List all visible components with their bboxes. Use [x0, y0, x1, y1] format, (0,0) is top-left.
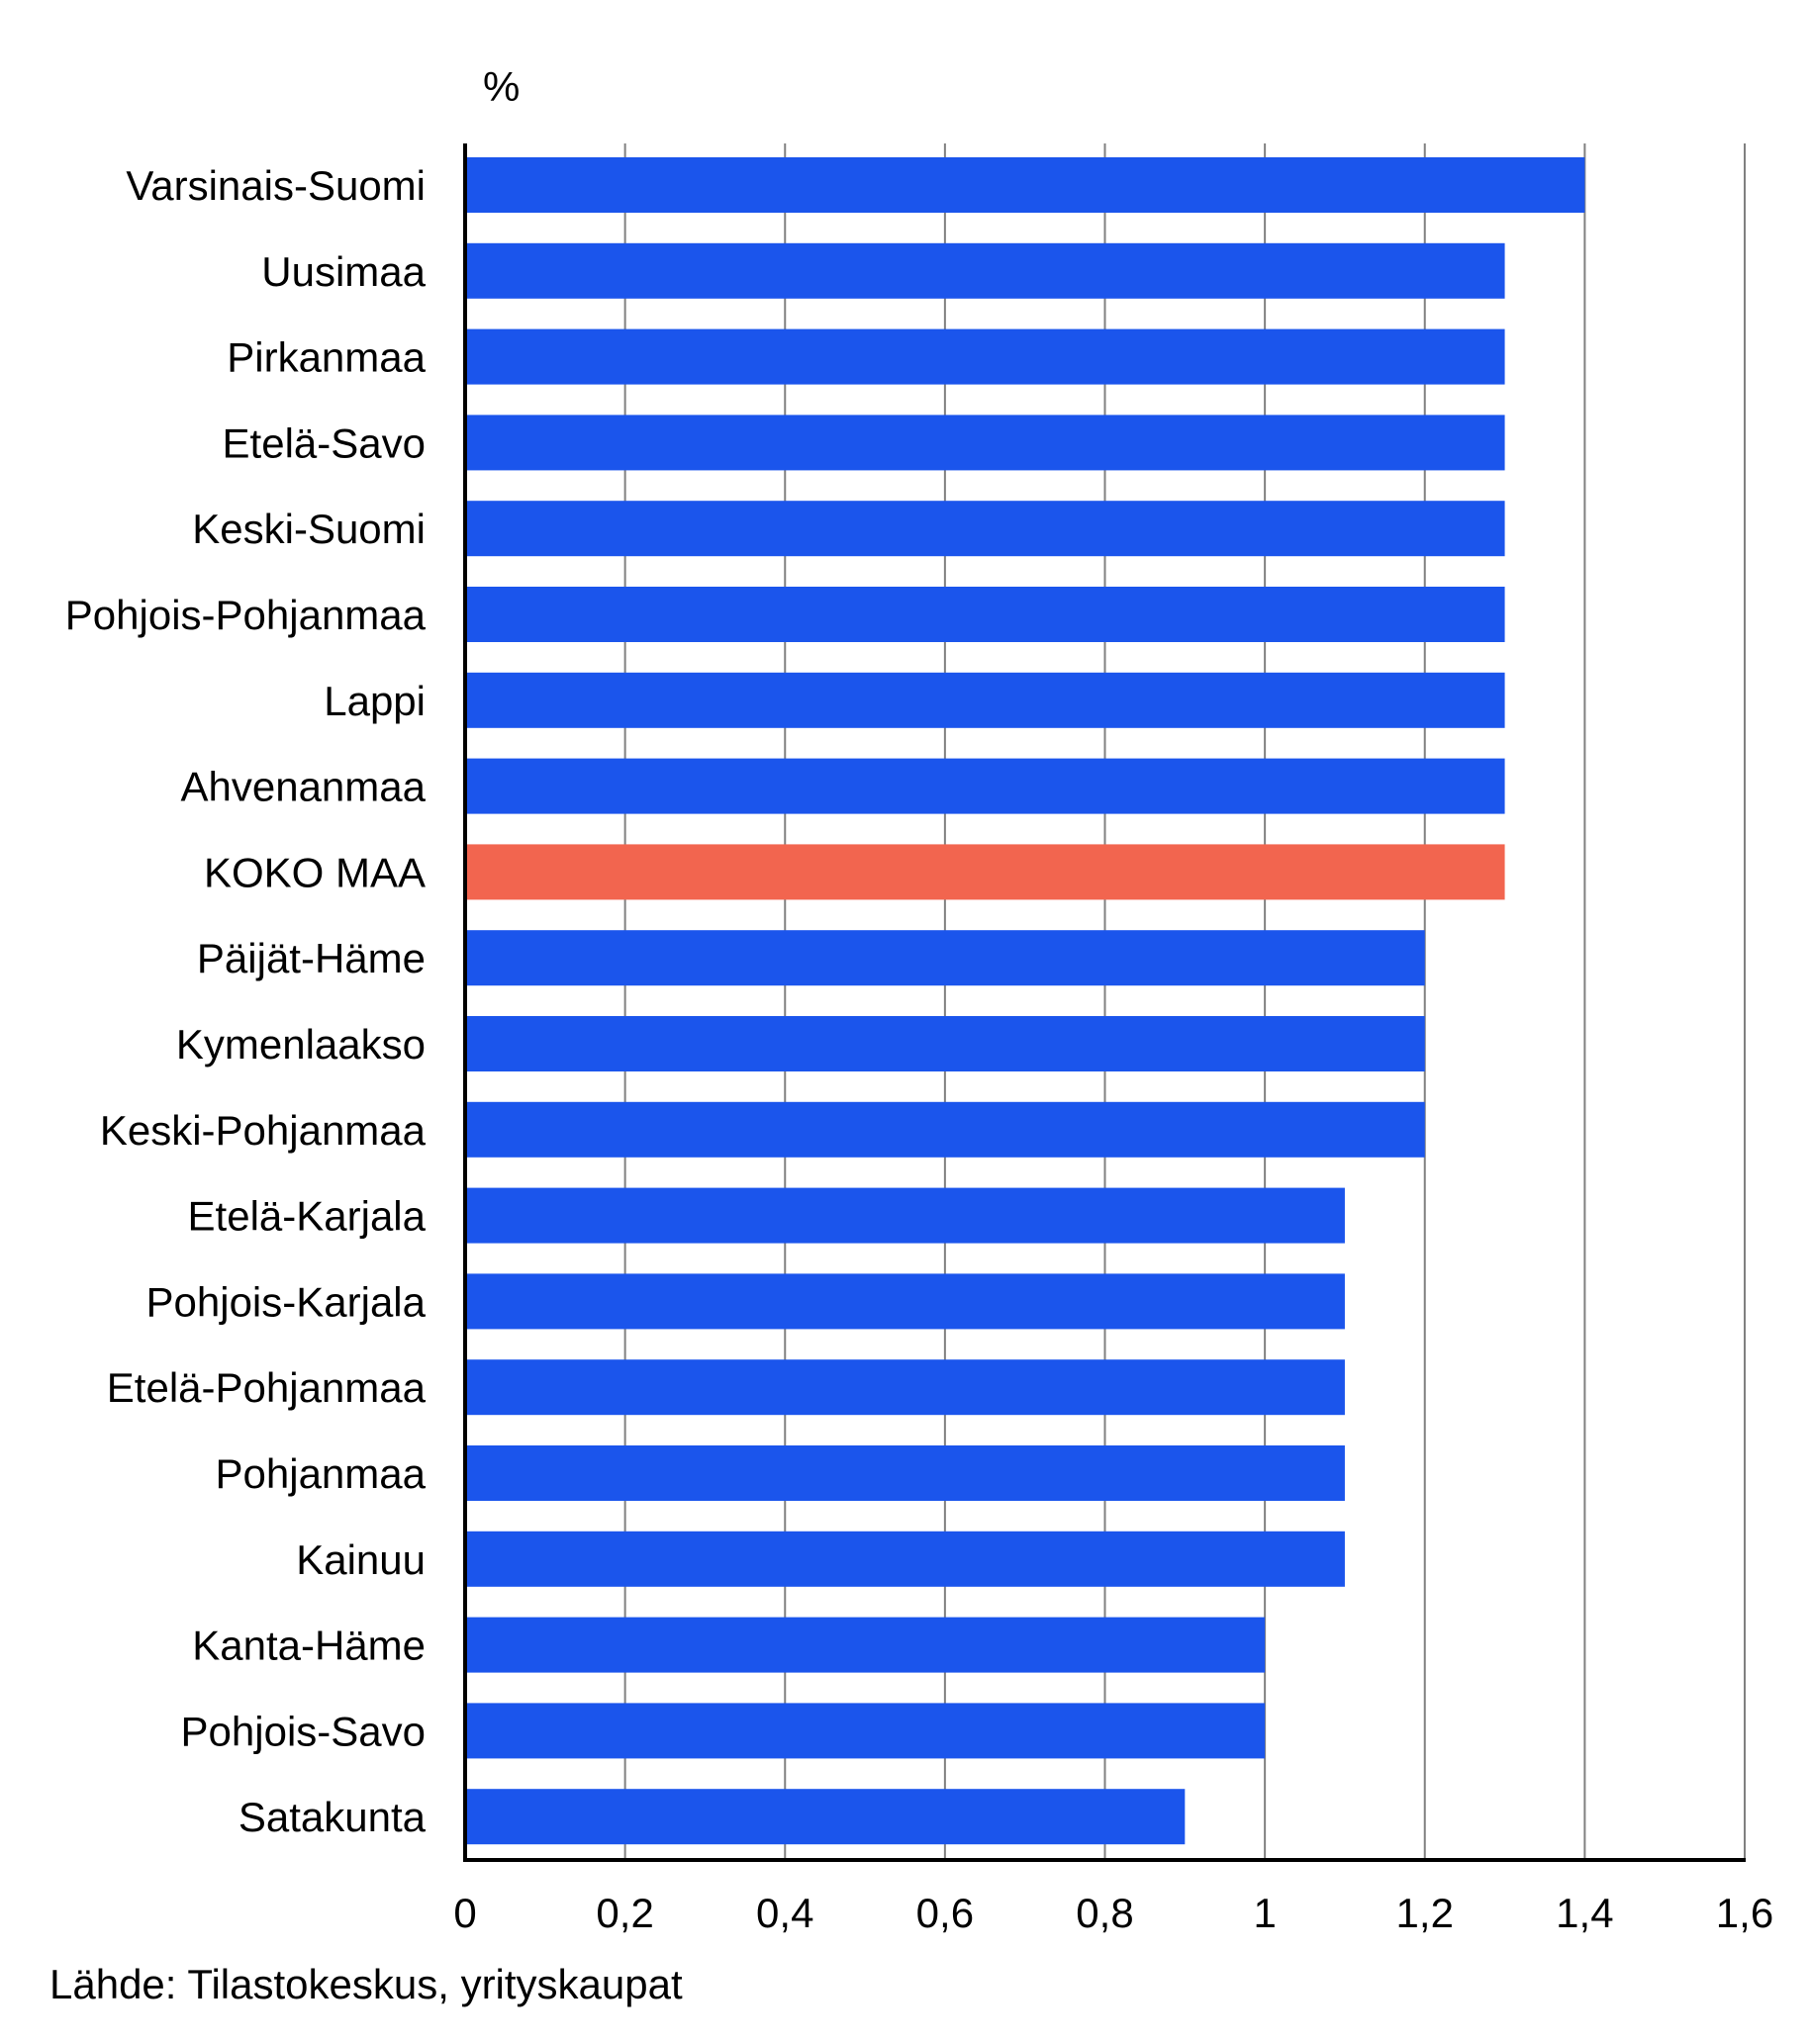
bar: [465, 1703, 1266, 1759]
x-tick-label: 1,6: [1716, 1890, 1773, 1936]
x-tick-labels: 0 0,2 0,4 0,6 0,8 1 1,2 1,4 1,6: [453, 1890, 1773, 1936]
bar: [465, 328, 1505, 385]
bar: [465, 1016, 1425, 1071]
category-label: Pirkanmaa: [227, 334, 426, 381]
category-label: Kymenlaakso: [176, 1021, 426, 1068]
axes: [463, 143, 1746, 1862]
bar: [465, 672, 1505, 728]
category-label: Lappi: [324, 678, 426, 724]
category-label: KOKO MAA: [204, 849, 426, 895]
x-tick-label: 0,4: [756, 1890, 813, 1936]
bar: [465, 1617, 1266, 1673]
category-label: Keski-Suomi: [192, 506, 426, 552]
category-label: Keski-Pohjanmaa: [100, 1107, 427, 1154]
bars: [465, 157, 1585, 1845]
category-label: Pohjois-Pohjanmaa: [65, 592, 427, 638]
category-label: Pohjois-Karjala: [146, 1278, 427, 1325]
bar: [465, 415, 1505, 471]
bar: [465, 242, 1505, 299]
category-label: Ahvenanmaa: [180, 764, 426, 810]
category-label: Kanta-Häme: [192, 1623, 426, 1669]
bar: [465, 1101, 1425, 1158]
category-label: Varsinais-Suomi: [126, 162, 426, 209]
category-label: Etelä-Savo: [223, 419, 426, 466]
bar: [465, 844, 1505, 900]
bar: [465, 1187, 1345, 1244]
bar: [465, 930, 1425, 986]
grid-lines: [623, 143, 1746, 1860]
bar: [465, 758, 1505, 814]
bar: [465, 501, 1505, 557]
bar: [465, 1273, 1345, 1330]
bar: [465, 1789, 1186, 1845]
x-tick-label: 1,4: [1556, 1890, 1613, 1936]
category-label: Pohjanmaa: [216, 1450, 427, 1497]
bar: [465, 587, 1505, 642]
x-tick-label: 0,8: [1076, 1890, 1133, 1936]
x-tick-label: 0,2: [596, 1890, 653, 1936]
category-label: Pohjois-Savo: [181, 1708, 426, 1754]
x-tick-label: 1: [1253, 1890, 1276, 1936]
category-label: Satakunta: [238, 1794, 427, 1840]
x-tick-label: 0: [453, 1890, 476, 1936]
source-label: Lähde: Tilastokeskus, yrityskaupat: [49, 1961, 683, 2007]
category-label: Kainuu: [296, 1536, 426, 1583]
category-label: Etelä-Karjala: [188, 1193, 427, 1240]
unit-label: %: [483, 63, 520, 110]
x-tick-label: 1,2: [1396, 1890, 1454, 1936]
category-labels: Varsinais-Suomi Uusimaa Pirkanmaa Etelä-Sav…: [65, 162, 427, 1840]
x-tick-label: 0,6: [916, 1890, 974, 1936]
category-label: Päijät-Häme: [197, 935, 426, 981]
bar: [465, 1445, 1345, 1501]
category-label: Etelä-Pohjanmaa: [107, 1364, 427, 1411]
bar: [465, 1359, 1345, 1416]
bar: [465, 1531, 1345, 1587]
bar: [465, 157, 1585, 213]
category-label: Uusimaa: [261, 248, 426, 295]
